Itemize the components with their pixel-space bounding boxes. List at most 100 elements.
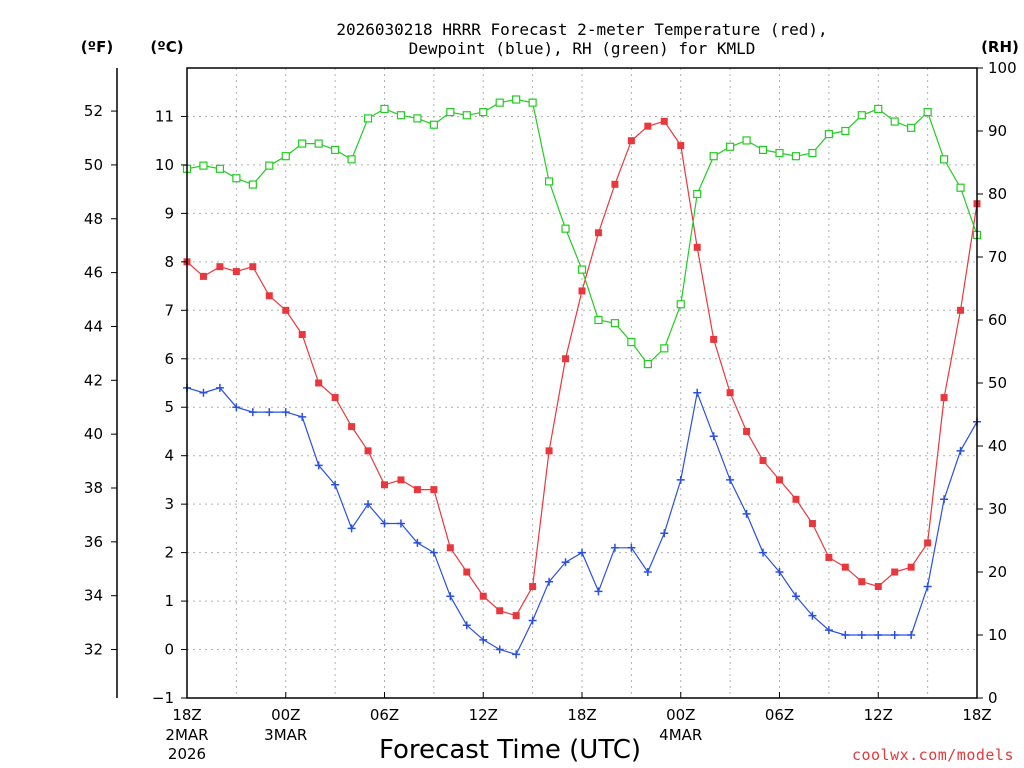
rh-point xyxy=(824,130,833,139)
dewpoint-point xyxy=(890,631,899,639)
celsius-tick-label: 0 xyxy=(164,641,174,659)
dewpoint-point xyxy=(940,495,949,504)
rh-point xyxy=(939,155,949,164)
celsius-unit-label: (ºC) xyxy=(150,38,183,56)
temperature-point xyxy=(479,592,487,600)
dewpoint-point xyxy=(347,524,356,533)
temperature-point xyxy=(364,447,372,455)
rh-tick-label: 80 xyxy=(988,185,1007,203)
rh-tick-label: 90 xyxy=(988,122,1007,140)
dewpoint-point xyxy=(495,645,504,654)
fahrenheit-tick-label: 52 xyxy=(84,102,103,120)
rh-point xyxy=(331,145,340,154)
temperature-point xyxy=(710,335,718,343)
dewpoint-point xyxy=(791,592,800,601)
celsius-tick-label: 7 xyxy=(164,301,174,319)
rh-point xyxy=(281,152,290,161)
rh-point xyxy=(923,107,932,117)
temperature-point xyxy=(496,607,504,615)
x-tick-label: 12Z xyxy=(864,706,893,724)
celsius-tick-label: 1 xyxy=(164,592,174,610)
temperature-point xyxy=(331,394,339,402)
temperature-point xyxy=(381,481,388,489)
dewpoint-point xyxy=(380,519,389,528)
dewpoint-point xyxy=(923,582,932,591)
rh-point xyxy=(199,161,208,170)
rh-tick-label: 50 xyxy=(988,374,1007,392)
temperature-point xyxy=(265,292,273,300)
x-tick-label: 12Z xyxy=(469,706,498,724)
temperature-point xyxy=(743,427,751,435)
rh-tick-label: 10 xyxy=(988,626,1007,644)
temperature-point xyxy=(562,355,570,363)
temperature-point xyxy=(298,331,306,339)
rh-point xyxy=(857,111,866,120)
rh-point xyxy=(479,107,488,117)
temperature-point xyxy=(627,137,635,145)
x-tick-label: 18Z xyxy=(962,706,991,724)
celsius-tick-label: 10 xyxy=(155,156,174,174)
x-tick-label: 00Z xyxy=(666,706,695,724)
rh-point xyxy=(314,139,323,148)
dewpoint-point xyxy=(199,388,208,397)
temperature-point xyxy=(282,306,290,314)
rh-point xyxy=(396,111,406,120)
rh-point xyxy=(347,155,356,164)
rh-point xyxy=(660,344,669,353)
fahrenheit-tick-label: 34 xyxy=(84,587,103,605)
celsius-tick-label: 6 xyxy=(164,350,174,368)
dewpoint-point xyxy=(874,631,883,639)
temperature-point xyxy=(216,263,224,271)
temperature-point xyxy=(957,306,965,314)
celsius-tick-label: 11 xyxy=(155,107,174,125)
dewpoint-point xyxy=(742,509,751,518)
temperature-point xyxy=(199,272,207,280)
rh-point xyxy=(594,315,603,325)
temperature-point xyxy=(677,142,685,150)
celsius-tick-label: 8 xyxy=(164,253,174,271)
rh-point xyxy=(265,161,274,170)
rh-point xyxy=(643,360,652,369)
dewpoint-point xyxy=(429,548,438,557)
rh-point xyxy=(709,152,718,161)
dewpoint-point xyxy=(265,408,274,417)
x-tick-label: 06Z xyxy=(370,706,399,724)
credit-text: coolwx.com/models xyxy=(852,746,1014,764)
rh-tick-label: 70 xyxy=(988,248,1007,266)
fahrenheit-tick-label: 38 xyxy=(84,479,103,497)
series-layer xyxy=(182,95,982,659)
fahrenheit-tick-label: 32 xyxy=(84,641,103,659)
temperature-point xyxy=(315,379,323,387)
x-tick-date-label: 2MAR xyxy=(165,726,208,744)
dewpoint-point xyxy=(857,631,866,639)
dewpoint-point xyxy=(413,538,422,547)
temperature-point xyxy=(578,287,586,295)
dewpoint-point xyxy=(331,480,340,489)
x-tick-label: 18Z xyxy=(172,706,201,724)
rh-point xyxy=(874,104,883,114)
dewpoint-point xyxy=(298,412,307,421)
dewpoint-point xyxy=(808,611,817,620)
rh-point xyxy=(693,189,702,199)
rh-point xyxy=(215,164,225,173)
temperature-point xyxy=(512,612,520,620)
temperature-point xyxy=(874,583,882,591)
temperature-point xyxy=(891,568,899,576)
temperature-point xyxy=(446,544,454,552)
dewpoint-point xyxy=(578,548,586,557)
dewpoint-point xyxy=(759,548,768,557)
dewpoint-point xyxy=(281,408,290,417)
fahrenheit-tick-label: 48 xyxy=(84,210,103,228)
celsius-tick-label: 9 xyxy=(164,204,174,222)
rh-point xyxy=(791,152,801,161)
x-tick-label: 06Z xyxy=(765,706,794,724)
rh-tick-label: 40 xyxy=(988,437,1007,455)
celsius-tick-label: 3 xyxy=(164,495,174,513)
rh-point xyxy=(544,177,554,186)
dewpoint-point xyxy=(314,461,323,470)
temperature-point xyxy=(644,122,652,130)
rh-tick-label: 30 xyxy=(988,500,1007,518)
grid-layer xyxy=(187,68,977,698)
dewpoint-point xyxy=(594,587,603,596)
